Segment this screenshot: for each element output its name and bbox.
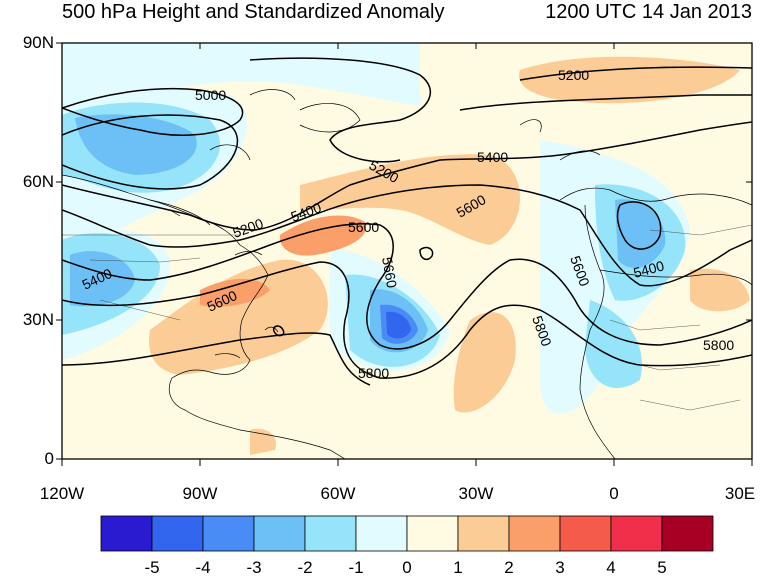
colorbar-label: -3 <box>246 558 262 577</box>
lat-label-60n: 60N <box>22 172 54 191</box>
colorbar-swatch <box>559 515 612 552</box>
lat-label-90n: 90N <box>22 33 54 52</box>
lon-label-30w: 30W <box>458 484 494 503</box>
colorbar-swatch <box>304 515 357 552</box>
colorbar-label: 5 <box>657 558 667 577</box>
contour-label-9: 5400 <box>632 257 666 281</box>
colorbar-swatch <box>100 515 153 552</box>
colorbar-swatch <box>253 515 306 552</box>
colorbar-swatch <box>610 515 663 552</box>
colorbar-label: 2 <box>504 558 514 577</box>
lon-label-120w: 120W <box>39 484 85 503</box>
anomaly-shading <box>62 43 750 455</box>
colorbar-label: 4 <box>606 558 616 577</box>
plot-frame <box>61 42 753 460</box>
lon-label-90w: 90W <box>182 484 218 503</box>
colorbar-label: -4 <box>195 558 211 577</box>
lon-label-60w: 60W <box>320 484 356 503</box>
colorbar-label: -1 <box>348 558 364 577</box>
colorbar <box>100 515 714 552</box>
lat-label-0: 0 <box>44 449 54 468</box>
colorbar-label: 0 <box>402 558 412 577</box>
map-valid-time: 1200 UTC 14 Jan 2013 <box>545 1 752 23</box>
colorbar-label: -2 <box>297 558 313 577</box>
contour-label-16: 5800 <box>703 337 734 353</box>
contour-label-4: 5400 <box>477 149 508 165</box>
colorbar-label: 3 <box>555 558 565 577</box>
lon-label-0: 0 <box>609 484 619 503</box>
colorbar-swatch <box>508 515 561 552</box>
colorbar-swatch <box>355 515 408 552</box>
colorbar-label: -5 <box>144 558 160 577</box>
lon-label-30e: 30E <box>724 484 756 503</box>
colorbar-swatch <box>457 515 510 552</box>
contour-label-12: 5660 <box>379 256 400 290</box>
contour-label-2: 5200 <box>558 67 589 83</box>
height-contours <box>62 57 752 386</box>
colorbar-swatch <box>202 515 255 552</box>
colorbar-label: 1 <box>453 558 463 577</box>
tick-marks <box>56 42 753 466</box>
map-title: 500 hPa Height and Standardized Anomaly <box>62 1 445 23</box>
contour-label-1: 5000 <box>195 87 226 103</box>
colorbar-swatch <box>151 515 204 552</box>
lat-label-30n: 30N <box>22 310 54 329</box>
contour-label-14: 5800 <box>358 365 389 381</box>
coastlines <box>62 89 752 459</box>
colorbar-swatch <box>661 515 714 552</box>
colorbar-swatch <box>406 515 459 552</box>
contour-label-7: 5600 <box>348 219 379 235</box>
